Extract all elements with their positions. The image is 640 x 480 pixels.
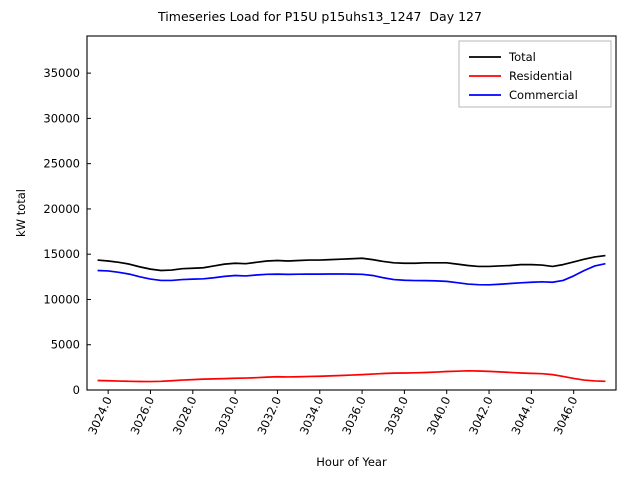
y-tick-label: 20000 <box>43 202 80 216</box>
series-line-total <box>97 254 606 272</box>
x-tick-label: 3032.0 <box>254 394 284 436</box>
x-tick-label: 3046.0 <box>551 394 581 436</box>
y-tick-label: 5000 <box>51 338 80 352</box>
y-axis-ticks: 0 5000 10000 15000 20000 25000 30000 35000 <box>43 66 91 397</box>
y-tick-label: 10000 <box>43 292 80 306</box>
x-tick-label: 3042.0 <box>466 394 496 436</box>
chart-legend[interactable]: Total Residential Commercial <box>458 40 612 108</box>
series-line-commercial <box>97 262 606 286</box>
x-axis-title: Hour of Year <box>316 455 387 469</box>
x-axis-ticks: 3024.0 3026.0 3028.0 3030.0 3032.0 3034.0 3036… <box>85 390 580 437</box>
y-tick-label: 15000 <box>43 247 80 261</box>
y-tick-label: 35000 <box>43 66 80 80</box>
legend-frame <box>458 40 612 108</box>
x-tick-label: 3034.0 <box>297 394 327 436</box>
axis-titles: Hour of Year kW total <box>14 189 387 469</box>
x-tick-label: 3030.0 <box>212 394 242 436</box>
x-tick-label: 3024.0 <box>85 394 115 436</box>
x-tick-label: 3036.0 <box>339 394 369 436</box>
y-tick-label: 0 <box>73 383 80 397</box>
legend-label-residential[interactable]: Residential <box>509 69 572 83</box>
x-tick-label: 3038.0 <box>381 394 411 436</box>
axes <box>86 35 617 391</box>
x-tick-label: 3040.0 <box>424 394 454 436</box>
series-line-residential <box>97 369 606 383</box>
x-tick-label: 3044.0 <box>508 394 538 436</box>
page-title: Timeseries Load for P15U p15uhs13_1247 D… <box>158 9 482 24</box>
x-tick-label: 3026.0 <box>128 394 158 436</box>
legend-label-total[interactable]: Total <box>508 50 536 64</box>
legend-label-commercial[interactable]: Commercial <box>509 88 578 102</box>
data-series-group <box>97 254 606 383</box>
y-axis-title: kW total <box>14 189 28 237</box>
y-tick-label: 30000 <box>43 111 80 125</box>
y-tick-label: 25000 <box>43 157 80 171</box>
plot-frame <box>86 35 617 391</box>
x-tick-label: 3028.0 <box>170 394 200 436</box>
